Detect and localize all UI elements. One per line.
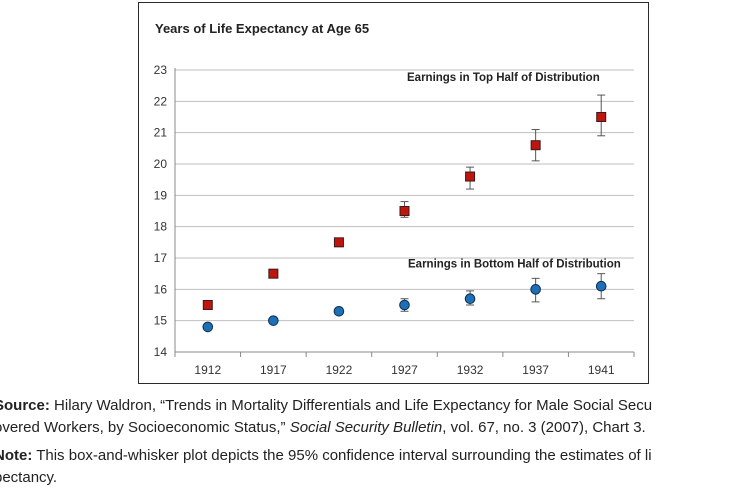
note-line-1: Note: This box-and-whisker plot depicts … xyxy=(0,446,652,465)
note-text-2: pectancy. xyxy=(0,469,58,486)
data-point xyxy=(268,315,279,326)
gridlines xyxy=(175,69,634,322)
source-journal: Social Security Bulletin xyxy=(289,419,443,436)
y-tick-label: 20 xyxy=(154,157,168,171)
y-tick-label: 17 xyxy=(154,251,168,265)
series-labels: Earnings in Top Half of Distribution Earn… xyxy=(407,72,621,270)
data-point xyxy=(268,268,279,279)
y-tick-label: 16 xyxy=(154,282,168,296)
data-point xyxy=(399,299,410,311)
data-point xyxy=(530,140,541,151)
y-tick-label: 15 xyxy=(154,314,168,328)
y-tick-label: 18 xyxy=(154,220,168,234)
data-point xyxy=(333,237,344,248)
x-tick-label: 1917 xyxy=(260,363,287,377)
life-expectancy-chart: Years of Life Expectancy at Age 65 14151… xyxy=(154,21,635,377)
source-text-1: Hilary Waldron, “Trends in Mortality Dif… xyxy=(49,397,653,414)
y-tick-label: 19 xyxy=(154,188,168,202)
source-text-3: , vol. 67, no. 3 (2007), Chart 3. xyxy=(442,419,646,436)
note-text-1: This box-and-whisker plot depicts the 95… xyxy=(32,447,652,464)
data-point xyxy=(530,284,541,295)
series-label: Earnings in Top Half of Distribution xyxy=(407,72,600,84)
data-point xyxy=(399,206,410,216)
source-label: Source: xyxy=(0,397,50,414)
x-tick-label: 1912 xyxy=(194,363,221,377)
y-tick-label: 23 xyxy=(154,63,168,77)
x-tick-label: 1941 xyxy=(588,363,615,377)
chart-frame: Years of Life Expectancy at Age 65 14 15 1… xyxy=(138,2,649,384)
x-tick-label: 1937 xyxy=(522,363,549,377)
axes: 14 15 16 17 18 19 20 21 22 23 1912 1917 1922 1927 1932… xyxy=(154,63,635,377)
y-tick-label: 22 xyxy=(154,94,168,108)
data-point xyxy=(595,280,607,292)
x-tick-label: 1932 xyxy=(457,363,484,377)
y-tick-label: 21 xyxy=(154,126,168,140)
chart-title: Years of Life Expectancy at Age 65 xyxy=(155,21,369,36)
series-label: Earnings in Bottom Half of Distribution xyxy=(408,258,621,270)
x-tick-label: 1922 xyxy=(326,363,353,377)
x-tick-label: 1927 xyxy=(391,363,418,377)
data-point xyxy=(596,112,607,122)
source-line-1: Source: Hilary Waldron, “Trends in Morta… xyxy=(0,396,652,415)
data-point xyxy=(333,305,345,317)
data-marks xyxy=(202,94,607,333)
source-line-2: overed Workers, by Socioeconomic Status,… xyxy=(0,418,646,437)
y-tick-label: 14 xyxy=(154,345,168,359)
data-point xyxy=(465,171,476,182)
data-point xyxy=(464,293,476,305)
data-point xyxy=(202,300,213,310)
data-point xyxy=(202,321,214,333)
note-line-2: pectancy. xyxy=(0,468,57,487)
source-text-2: overed Workers, by Socioeconomic Status,… xyxy=(0,419,290,436)
note-label: Note: xyxy=(0,447,33,464)
